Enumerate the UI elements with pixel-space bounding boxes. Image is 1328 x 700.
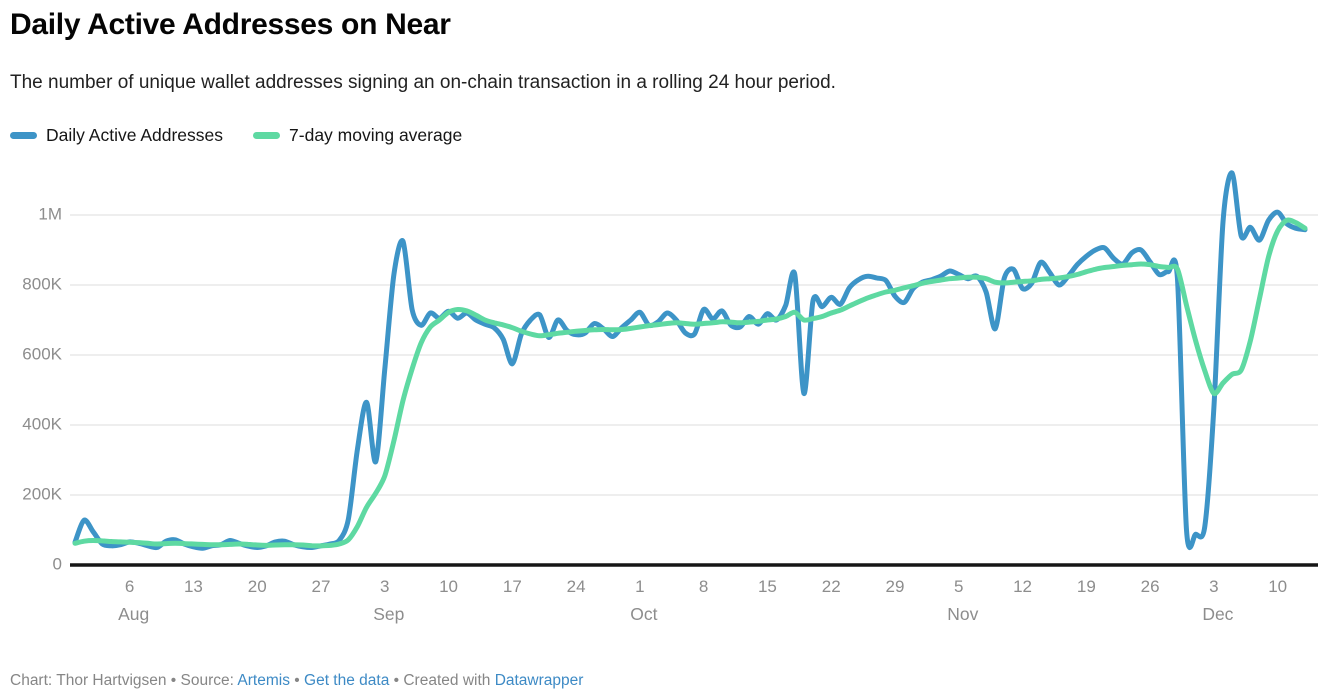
svg-text:0: 0 bbox=[53, 554, 62, 573]
svg-text:13: 13 bbox=[184, 577, 203, 596]
svg-text:5: 5 bbox=[954, 577, 963, 596]
svg-text:6: 6 bbox=[125, 577, 134, 596]
datawrapper-link[interactable]: Datawrapper bbox=[494, 672, 584, 689]
x-axis-tick-labels: 6 13 20 27 3 10 17 24 1 8 15 22 29 5 12 19 26 3 10 Aug Sep Oc… bbox=[118, 577, 1287, 624]
svg-text:27: 27 bbox=[312, 577, 331, 596]
svg-text:19: 19 bbox=[1077, 577, 1096, 596]
y-axis-labels: 0 200K 400K 600K 800K 1M bbox=[22, 204, 62, 573]
footer-credit-text: Chart: Thor Hartvigsen • Source: bbox=[10, 672, 238, 689]
get-the-data-link[interactable]: Get the data bbox=[304, 672, 390, 689]
svg-text:200K: 200K bbox=[22, 484, 62, 503]
month-label-aug: Aug bbox=[118, 604, 149, 624]
svg-text:1: 1 bbox=[635, 577, 644, 596]
source-link[interactable]: Artemis bbox=[237, 672, 290, 689]
svg-text:3: 3 bbox=[380, 577, 389, 596]
svg-text:22: 22 bbox=[822, 577, 841, 596]
chart-subtitle: The number of unique wallet addresses si… bbox=[10, 72, 836, 93]
svg-text:17: 17 bbox=[503, 577, 522, 596]
svg-text:1M: 1M bbox=[38, 204, 62, 223]
legend-label-daily-active: Daily Active Addresses bbox=[46, 125, 224, 145]
legend-swatch-green-icon bbox=[253, 132, 281, 139]
month-label-sep: Sep bbox=[373, 604, 404, 624]
chart-legend: Daily Active Addresses 7-day moving aver… bbox=[10, 125, 462, 146]
series-line-daily-active bbox=[72, 170, 1308, 551]
svg-text:8: 8 bbox=[699, 577, 708, 596]
legend-label-moving-average: 7-day moving average bbox=[289, 125, 463, 145]
svg-text:15: 15 bbox=[758, 577, 777, 596]
svg-text:3: 3 bbox=[1209, 577, 1218, 596]
footer-attribution: Chart: Thor Hartvigsen • Source: Artemis… bbox=[10, 672, 583, 690]
svg-text:26: 26 bbox=[1141, 577, 1160, 596]
footer-created-with-text: • Created with bbox=[389, 672, 495, 689]
svg-text:10: 10 bbox=[1268, 577, 1287, 596]
svg-text:29: 29 bbox=[886, 577, 905, 596]
svg-text:20: 20 bbox=[248, 577, 267, 596]
page-title: Daily Active Addresses on Near bbox=[10, 8, 451, 41]
legend-item-moving-average: 7-day moving average bbox=[253, 125, 462, 146]
month-label-nov: Nov bbox=[947, 604, 978, 624]
svg-text:24: 24 bbox=[567, 577, 586, 596]
month-label-dec: Dec bbox=[1202, 604, 1233, 624]
footer-separator: • bbox=[289, 672, 305, 689]
svg-text:12: 12 bbox=[1013, 577, 1032, 596]
series-line-moving-average bbox=[72, 217, 1308, 549]
svg-text:800K: 800K bbox=[22, 274, 62, 293]
legend-item-daily-active: Daily Active Addresses bbox=[10, 125, 223, 146]
y-gridlines bbox=[70, 214, 1318, 567]
svg-text:600K: 600K bbox=[22, 344, 62, 363]
svg-text:10: 10 bbox=[439, 577, 458, 596]
svg-text:400K: 400K bbox=[22, 414, 62, 433]
month-label-oct: Oct bbox=[630, 604, 657, 624]
legend-swatch-blue-icon bbox=[10, 132, 37, 139]
